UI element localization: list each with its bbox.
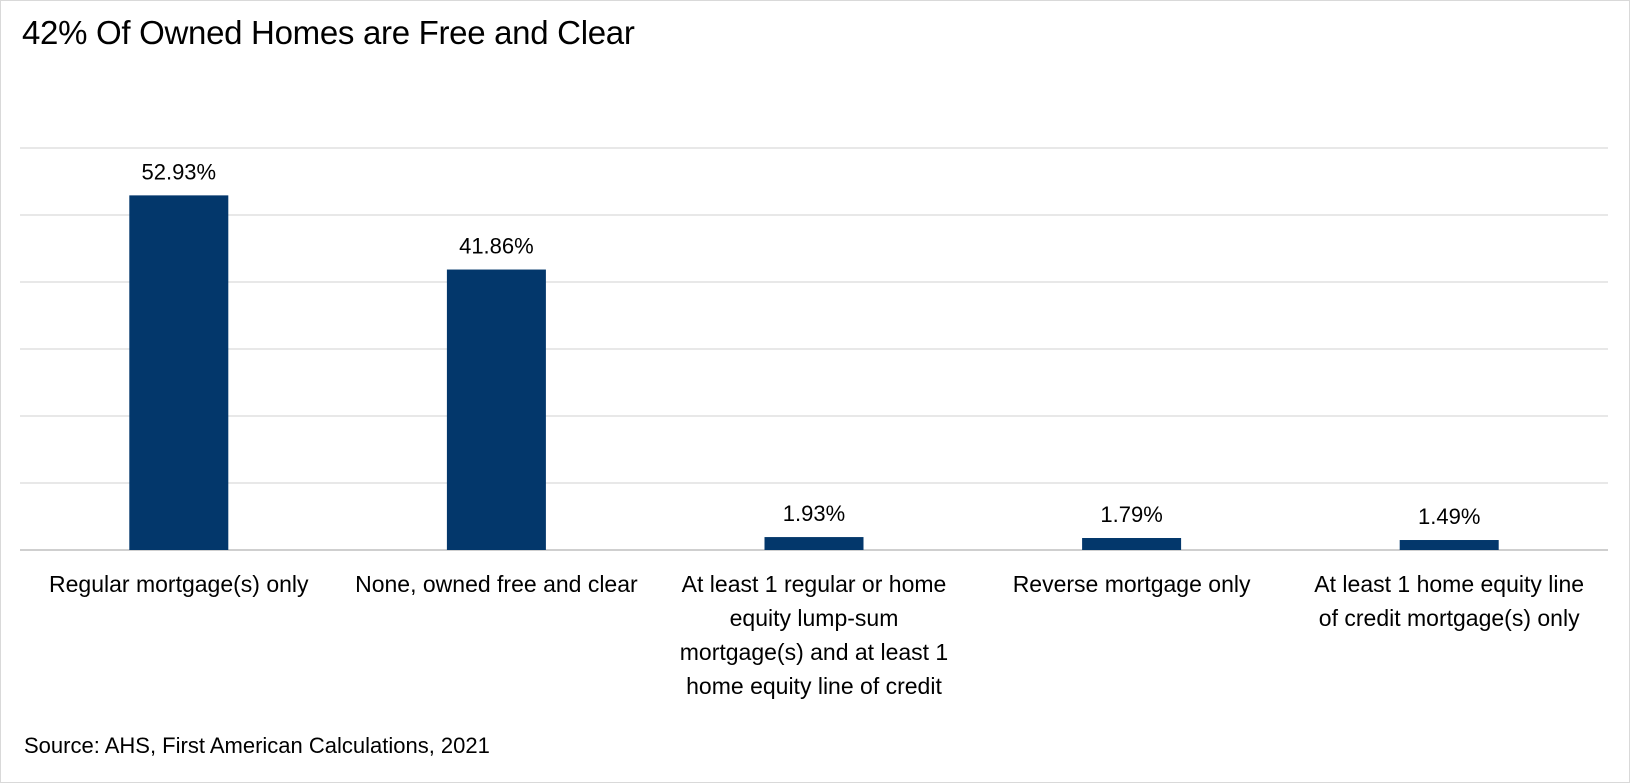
bar [764,537,864,550]
bars [129,195,1499,550]
data-labels: 52.93% 41.86% 1.93% 1.79% 1.49% [141,159,1480,529]
category-label-line: At least 1 regular or home [682,571,947,597]
bar [129,195,229,550]
bar [1082,538,1182,550]
category-label: Regular mortgage(s) only [49,571,309,597]
category-label-line: of credit mortgage(s) only [1319,605,1580,631]
category-label-line: None, owned free and clear [355,571,638,597]
category-label-line: mortgage(s) and at least 1 [680,639,948,665]
category-label-line: Regular mortgage(s) only [49,571,309,597]
category-label-line: equity lump-sum [730,605,899,631]
category-labels: Regular mortgage(s) only None, owned free… [49,571,1584,699]
category-label: At least 1 regular or home equity lump-su… [680,571,948,699]
category-label-line: At least 1 home equity line [1314,571,1584,597]
data-label: 1.79% [1100,502,1162,527]
data-label: 1.93% [783,501,845,526]
data-label: 1.49% [1418,504,1480,529]
gridlines [20,147,1608,551]
bar [446,269,546,550]
category-label: Reverse mortgage only [1013,571,1251,597]
category-label-line: Reverse mortgage only [1013,571,1251,597]
chart-title: 42% Of Owned Homes are Free and Clear [22,14,635,51]
source-note: Source: AHS, First American Calculations… [24,733,490,758]
category-label: At least 1 home equity line of credit mor… [1314,571,1584,631]
bar [1399,540,1499,550]
data-label: 41.86% [459,234,534,259]
category-label: None, owned free and clear [355,571,638,597]
data-label: 52.93% [141,159,216,184]
category-label-line: home equity line of credit [686,673,942,699]
